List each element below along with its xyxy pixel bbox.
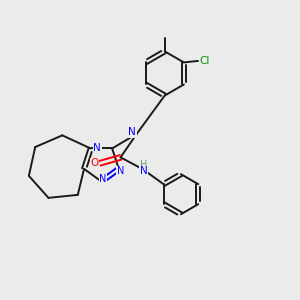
Text: Cl: Cl bbox=[200, 56, 210, 66]
Text: N: N bbox=[99, 174, 106, 184]
Text: N: N bbox=[117, 166, 124, 176]
Text: H: H bbox=[140, 160, 147, 170]
Text: N: N bbox=[128, 127, 136, 137]
Text: O: O bbox=[91, 158, 99, 168]
Text: N: N bbox=[140, 167, 147, 176]
Text: N: N bbox=[93, 143, 101, 154]
